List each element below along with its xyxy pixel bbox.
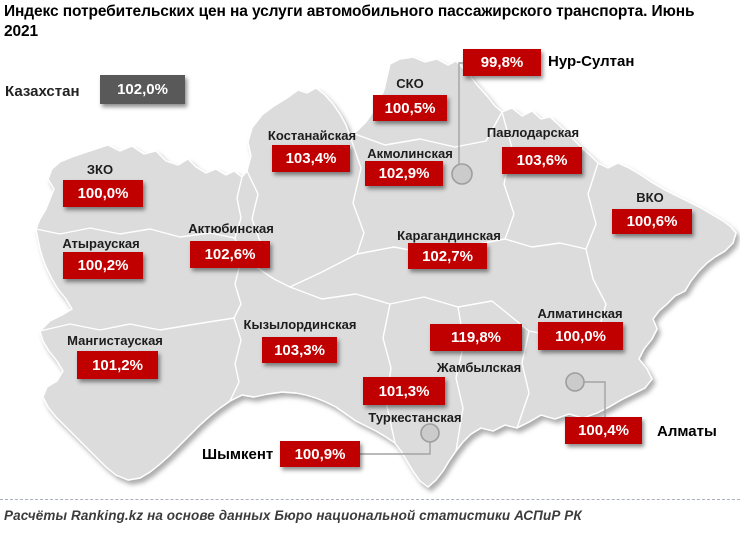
footer-divider: Расчёты Ranking.kz на основе данных Бюро… [0,499,740,523]
value-badge-mangistauskaya: 101,2% [77,351,158,379]
region-label-kostanayskaya: Костанайская [267,128,357,143]
city-label-almaty: Алматы [657,423,717,440]
region-label-sko: СКО [396,76,424,91]
region-label-akmolinskaya: Акмолинская [367,146,453,161]
value-badge-atyrauskaya: 100,2% [63,252,143,279]
almaty-connector [584,381,606,417]
value-badge-aktyubinskaya: 102,6% [190,241,270,268]
value-badge-zko: 100,0% [63,180,143,207]
value-badge-kyzylordinskaya: 103,3% [262,337,337,363]
value-badge-turkestanskaya: 101,3% [363,377,445,405]
region-label-aktyubinskaya: Актюбинская [188,221,274,236]
region-label-vko: ВКО [636,190,664,205]
region-label-pavlodarskaya: Павлодарская [486,125,580,140]
page-title: Индекс потребительских цен на услуги авт… [4,3,695,41]
national-value-badge: 102,0% [100,75,185,104]
value-badge-nur-sultan: 99,8% [463,49,541,76]
value-badge-zhambylskaya: 119,8% [430,324,522,351]
nur-sultan-marker [451,163,473,185]
shymkent-connector [360,442,431,455]
value-badge-akmolinskaya: 102,9% [365,161,443,186]
region-label-mangistauskaya: Мангистауская [67,333,163,348]
region-label-almatinskaya: Алматинская [537,306,623,321]
value-badge-almatinskaya: 100,0% [538,322,623,350]
national-label: Казахстан [5,83,80,100]
value-badge-kostanayskaya: 103,4% [272,145,350,172]
callout-connectors [360,62,606,455]
region-label-turkestanskaya: Туркестанская [368,410,462,425]
value-badge-sko: 100,5% [373,95,447,121]
shymkent-marker [420,423,440,443]
value-badge-karagandinskaya: 102,7% [408,243,487,269]
value-badge-shymkent: 100,9% [280,441,360,467]
region-label-atyrauskaya: Атырауская [62,236,140,251]
region-label-karagandinskaya: Карагандинская [397,228,501,243]
footer-source-text: Расчёты Ranking.kz на основе данных Бюро… [4,508,582,523]
value-badge-pavlodarskaya: 103,6% [502,147,582,174]
region-label-kyzylordinskaya: Кызылординская [243,317,357,332]
city-label-shymkent: Шымкент [202,446,274,463]
nur-sultan-connector [458,62,463,166]
value-badge-almaty: 100,4% [565,417,642,444]
value-badge-vko: 100,6% [612,209,692,234]
city-label-nur-sultan: Нур-Султан [548,53,635,70]
region-label-zhambylskaya: Жамбылская [436,360,522,375]
almaty-marker [565,372,585,392]
city-markers [420,163,585,443]
region-label-zko: ЗКО [86,162,114,177]
